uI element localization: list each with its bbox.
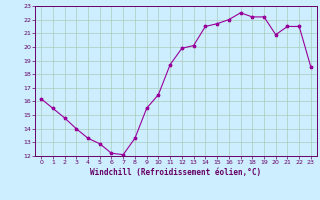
X-axis label: Windchill (Refroidissement éolien,°C): Windchill (Refroidissement éolien,°C) [91,168,261,177]
